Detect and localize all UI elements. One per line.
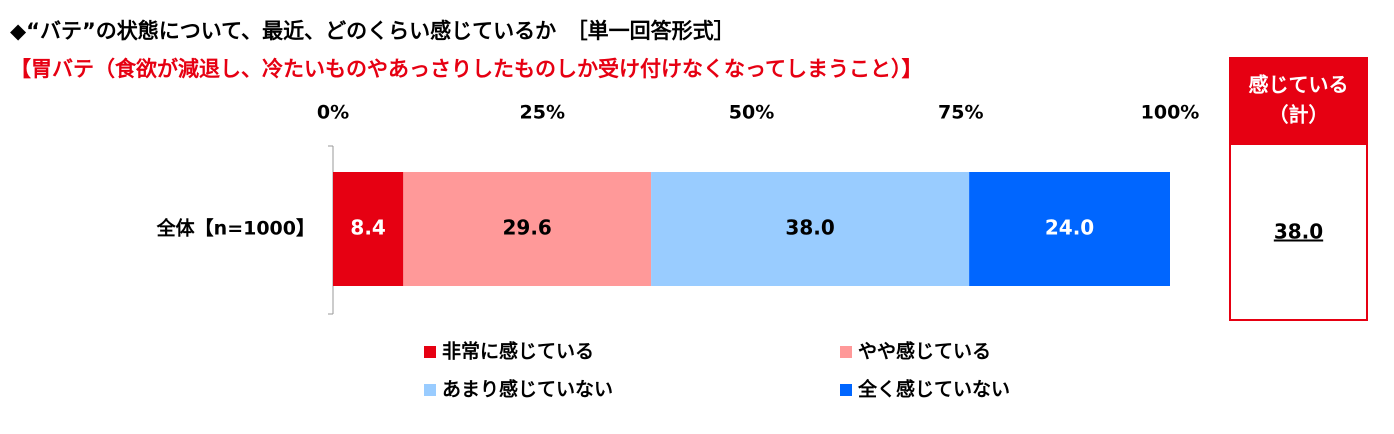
value-label: 24.0 — [1045, 216, 1094, 240]
x-tick-label: 75% — [938, 102, 983, 124]
bar-segment — [651, 172, 970, 286]
category-label: 全体【n=1000】 — [156, 217, 315, 240]
total-header: （計） — [1269, 103, 1329, 127]
x-tick-label: 100% — [1141, 102, 1200, 124]
x-tick-label: 25% — [520, 102, 565, 124]
chart-title: ◆“バテ”の状態について、最近、どのくらい感じているか ［単一回答形式］ — [10, 19, 735, 43]
total-header-box — [1230, 58, 1367, 145]
legend-swatch — [840, 346, 852, 358]
total-value: 38.0 — [1274, 220, 1323, 244]
legend-label: 全く感じていない — [857, 378, 1010, 401]
chart-subtitle: 【胃バテ（食欲が減退し、冷たいものやあっさりしたものしか受け付けなくなってしまう… — [10, 57, 922, 81]
bar-segment — [403, 172, 652, 286]
bar-segment — [333, 172, 404, 286]
legend-label: 非常に感じている — [442, 340, 594, 363]
legend-swatch — [424, 384, 436, 396]
x-tick-label: 50% — [729, 102, 774, 124]
legend-label: やや感じている — [858, 340, 991, 363]
total-header: 感じている — [1249, 73, 1349, 97]
legend-swatch — [840, 384, 852, 396]
value-label: 29.6 — [503, 216, 552, 240]
legend-swatch — [424, 346, 436, 358]
x-tick-label: 0% — [317, 102, 349, 124]
value-label: 38.0 — [785, 216, 834, 240]
total-box — [1229, 57, 1368, 321]
bar-segment — [969, 172, 1170, 286]
value-label: 8.4 — [350, 216, 385, 240]
legend-label: あまり感じていない — [442, 378, 613, 401]
